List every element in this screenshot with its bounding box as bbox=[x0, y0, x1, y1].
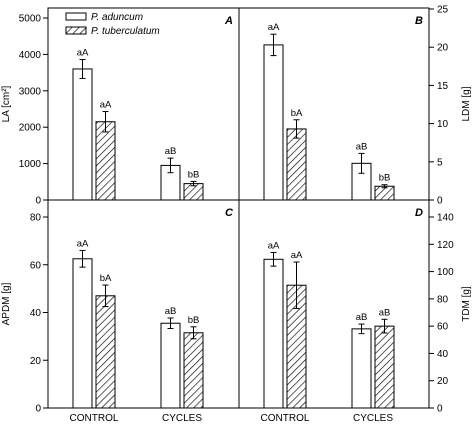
legend: P. aduncum P. tuberculatum bbox=[65, 12, 160, 37]
panel-d-letter: D bbox=[415, 207, 423, 219]
data-label: aB bbox=[356, 312, 368, 323]
bar-open bbox=[351, 328, 372, 409]
bar-open bbox=[72, 258, 93, 409]
x-category-label: CONTROL bbox=[261, 413, 310, 424]
y-tick-label: 0 bbox=[437, 404, 443, 415]
bar-open bbox=[263, 258, 284, 409]
y-tick-label: 20 bbox=[437, 376, 449, 387]
y-tick-label: 5 bbox=[437, 157, 443, 168]
data-label: aA bbox=[100, 100, 112, 111]
y-tick-label: 0 bbox=[35, 196, 41, 207]
bar-hatched bbox=[95, 295, 116, 409]
y-tick-label: 25 bbox=[437, 5, 449, 16]
data-label: aB bbox=[356, 141, 368, 152]
data-label: aA bbox=[268, 22, 280, 33]
y-tick-label: 80 bbox=[437, 294, 449, 305]
panel-b-letter: B bbox=[415, 15, 423, 27]
y-tick-label: 15 bbox=[437, 81, 449, 92]
y-axis-label: LDM [g] bbox=[461, 86, 472, 121]
panel-d-frame bbox=[238, 199, 430, 409]
panel-b: B 0 5 10 15 20 25 LDM [g] aA aB bA bB bbox=[238, 5, 472, 207]
bar-hatched bbox=[183, 332, 204, 409]
legend-swatch-open bbox=[65, 12, 87, 21]
y-tick-label: 2000 bbox=[19, 123, 42, 134]
y-axis-label: LA [cm²] bbox=[1, 85, 12, 122]
legend-label-open: P. aduncum bbox=[91, 12, 143, 23]
bar-hatched bbox=[374, 185, 395, 201]
y-tick-label: 40 bbox=[30, 308, 42, 319]
y-tick-label: 140 bbox=[437, 213, 454, 224]
bar-hatched bbox=[374, 325, 395, 409]
y-tick-label: 120 bbox=[437, 240, 454, 251]
data-label: aA bbox=[77, 238, 89, 249]
bar-open bbox=[160, 322, 181, 409]
y-tick-label: 0 bbox=[35, 404, 41, 415]
y-axis-label: TDM [g] bbox=[461, 286, 472, 322]
data-label: bB bbox=[188, 315, 200, 326]
data-label: aA bbox=[291, 250, 303, 261]
y-tick-label: 0 bbox=[437, 196, 443, 207]
x-category-label: CYCLES bbox=[162, 413, 202, 424]
data-label: aA bbox=[77, 47, 89, 58]
bar-hatched bbox=[286, 128, 307, 201]
x-category-label: CYCLES bbox=[353, 413, 393, 424]
data-label: aB bbox=[379, 307, 391, 318]
y-tick-label: 60 bbox=[437, 322, 449, 333]
y-tick-label: 60 bbox=[30, 260, 42, 271]
y-tick-label: 5000 bbox=[19, 14, 42, 25]
data-label: aB bbox=[165, 306, 177, 317]
panel-c: C 0 20 40 60 80 APDM [g] aA aB bA bB CONTROL CYCLES bbox=[1, 199, 240, 424]
y-tick-label: 10 bbox=[437, 119, 449, 130]
y-tick-label: 3000 bbox=[19, 86, 42, 97]
bar-hatched bbox=[95, 121, 116, 201]
y-tick-label: 1000 bbox=[19, 159, 42, 170]
data-label: bA bbox=[291, 108, 303, 119]
panel-a-letter: A bbox=[224, 15, 233, 27]
data-label: bB bbox=[379, 173, 391, 184]
y-axis-label: APDM [g] bbox=[1, 282, 12, 325]
y-tick-label: 40 bbox=[437, 349, 449, 360]
legend-swatch-hatched bbox=[65, 26, 87, 35]
bar-open bbox=[72, 68, 93, 201]
y-tick-label: 4000 bbox=[19, 50, 42, 61]
data-label: aA bbox=[268, 240, 280, 251]
y-tick-label: 20 bbox=[30, 356, 42, 367]
y-tick-label: 100 bbox=[437, 267, 454, 278]
y-tick-label: 20 bbox=[437, 43, 449, 54]
data-label: aB bbox=[165, 146, 177, 157]
legend-label-hatched: P. tuberculatum bbox=[91, 26, 160, 37]
panel-a: A 0 1000 2000 3000 4000 5000 LA [cm²] aA aB aA bB bbox=[1, 7, 240, 207]
panel-d: D 0 20 40 60 80 100 120 140 TDM [g] aA aB aA aB CONTRO… bbox=[238, 199, 472, 424]
y-tick-label: 80 bbox=[30, 213, 42, 224]
data-label: bB bbox=[188, 169, 200, 180]
bar-open bbox=[263, 44, 284, 201]
x-category-label: CONTROL bbox=[70, 413, 119, 424]
panel-c-letter: C bbox=[225, 207, 234, 219]
data-label: bA bbox=[100, 273, 112, 284]
